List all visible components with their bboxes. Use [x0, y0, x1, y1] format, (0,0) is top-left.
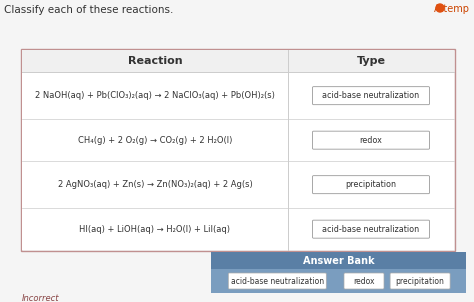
Text: Reaction: Reaction — [128, 56, 182, 66]
FancyBboxPatch shape — [312, 176, 429, 194]
FancyBboxPatch shape — [22, 50, 454, 250]
FancyBboxPatch shape — [312, 131, 429, 149]
Text: HI(aq) + LiOH(aq) → H₂O(l) + LiI(aq): HI(aq) + LiOH(aq) → H₂O(l) + LiI(aq) — [80, 225, 230, 234]
FancyBboxPatch shape — [312, 87, 429, 105]
Text: precipitation: precipitation — [396, 277, 445, 285]
Text: Classify each of these reactions.: Classify each of these reactions. — [4, 5, 173, 15]
Text: Type: Type — [356, 56, 385, 66]
Text: redox: redox — [353, 277, 375, 285]
Text: Answer Bank: Answer Bank — [303, 255, 374, 265]
Circle shape — [436, 4, 444, 12]
FancyBboxPatch shape — [22, 50, 454, 72]
FancyBboxPatch shape — [211, 269, 466, 293]
FancyBboxPatch shape — [312, 220, 429, 238]
FancyBboxPatch shape — [211, 252, 466, 269]
FancyBboxPatch shape — [390, 273, 450, 289]
Text: CH₄(g) + 2 O₂(g) → CO₂(g) + 2 H₂O(l): CH₄(g) + 2 O₂(g) → CO₂(g) + 2 H₂O(l) — [78, 136, 232, 145]
FancyBboxPatch shape — [344, 273, 384, 289]
Text: 2 AgNO₃(aq) + Zn(s) → Zn(NO₃)₂(aq) + 2 Ag(s): 2 AgNO₃(aq) + Zn(s) → Zn(NO₃)₂(aq) + 2 A… — [58, 180, 252, 189]
Text: acid-base neutralization: acid-base neutralization — [231, 277, 324, 285]
Text: precipitation: precipitation — [346, 180, 396, 189]
Text: 2 NaOH(aq) + Pb(ClO₃)₂(aq) → 2 NaClO₃(aq) + Pb(OH)₂(s): 2 NaOH(aq) + Pb(ClO₃)₂(aq) → 2 NaClO₃(aq… — [35, 91, 275, 100]
FancyBboxPatch shape — [228, 273, 326, 289]
Text: acid-base neutralization: acid-base neutralization — [322, 225, 419, 234]
Text: redox: redox — [360, 136, 383, 145]
Text: acid-base neutralization: acid-base neutralization — [322, 91, 419, 100]
FancyBboxPatch shape — [21, 49, 455, 251]
Text: Incorrect: Incorrect — [22, 294, 60, 302]
Text: Attemp: Attemp — [434, 4, 470, 14]
